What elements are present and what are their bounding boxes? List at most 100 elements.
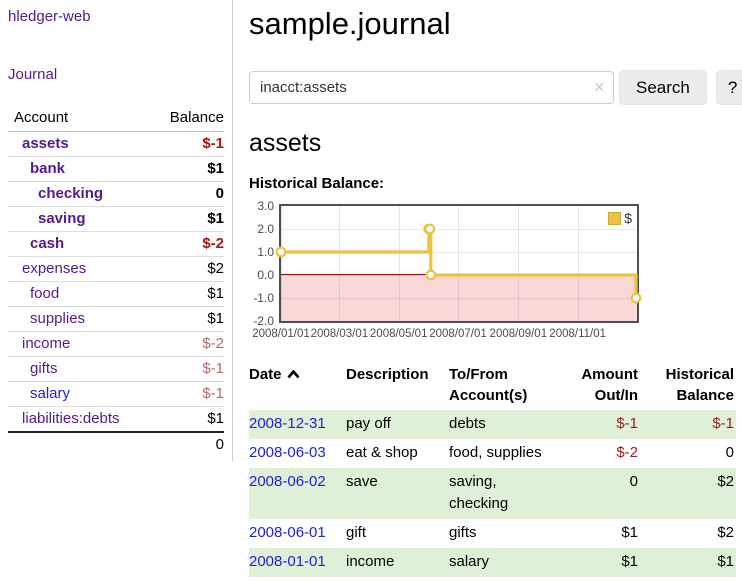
data-point-marker [425,269,437,281]
transaction-accounts: debts [449,415,486,432]
account-balance: $1 [148,306,224,332]
account-link[interactable]: income [22,335,71,352]
account-link[interactable]: supplies [30,310,86,327]
main-content: sample.journal ✕ Search ? assets Histori… [233,0,742,577]
transaction-date-link[interactable]: 2008-06-03 [249,444,326,461]
account-link[interactable]: liabilities:debts [22,410,120,427]
transaction-balance: 0 [725,444,734,461]
transaction-row[interactable]: 2008-01-01 income salary $1 $1 [249,548,736,577]
account-row: bank $1 [8,156,224,182]
account-name-cell: food [8,281,149,307]
y-axis-tick-label: -2.0 [253,314,274,328]
transaction-date-link[interactable]: 2008-06-01 [249,524,326,541]
transaction-accounts: saving, checking [449,473,509,512]
transaction-date-link[interactable]: 2008-12-31 [249,415,326,432]
register-header-row: Date Description To/From Account(s) Amount … [249,361,736,410]
account-balance: 0 [148,181,224,207]
account-link[interactable]: assets [22,135,69,152]
grid-line [458,206,459,321]
account-link[interactable]: gifts [30,360,58,377]
x-axis-tick-label: 2008/03/01 [310,328,369,340]
brand-link[interactable]: hledger-web [8,8,91,25]
account-name-cell: assets [8,131,149,157]
account-row: checking 0 [8,181,224,207]
nav-journal-link[interactable]: Journal [8,66,58,83]
grid-line [281,298,637,299]
account-link[interactable]: bank [30,160,66,177]
transaction-amount: $-1 [616,415,638,432]
grid-line [281,252,637,253]
transaction-description: save [346,473,378,490]
account-name-cell: income [8,331,149,357]
transaction-amount: 0 [629,473,638,490]
account-row: assets $-1 [8,131,224,157]
legend-label: $ [624,210,632,226]
search-button[interactable]: Search [619,70,707,105]
historical-balance-chart[interactable]: $ 3.0 2.0 1.0 0.0 -1.0 -2.0 2008/01/01 2008/03/… [249,199,679,341]
register-table: Date Description To/From Account(s) Amount … [249,361,736,577]
transaction-date-cell: 2008-06-02 [249,468,346,519]
data-point-marker [630,292,642,304]
clear-search-icon[interactable]: ✕ [593,79,605,95]
account-balance: $-1 [148,356,224,382]
account-balance: $-2 [148,331,224,357]
account-row: income $-2 [8,331,224,357]
account-balance: $-1 [148,381,224,407]
account-row: gifts $-1 [8,356,224,382]
transaction-row[interactable]: 2008-06-03 eat & shop food, supplies $-2 0 [249,439,736,468]
y-axis-tick-label: -1.0 [253,291,274,305]
register-header-date[interactable]: Date [249,361,346,410]
account-name-cell: cash [8,231,149,257]
transaction-accounts: gifts [449,524,477,541]
account-balance: $1 [148,156,224,182]
transaction-row[interactable]: 2008-06-01 gift gifts $1 $2 [249,519,736,548]
transaction-row[interactable]: 2008-12-31 pay off debts $-1 $-1 [249,410,736,439]
chart-title: Historical Balance: [249,175,385,192]
transaction-row[interactable]: 2008-06-02 save saving, checking 0 $2 [249,468,736,519]
sort-ascending-icon[interactable] [287,366,300,383]
legend-swatch [608,211,622,225]
transaction-date-link[interactable]: 2008-01-01 [249,553,326,570]
account-row: expenses $2 [8,256,224,282]
help-button[interactable]: ? [715,70,742,105]
register-header-description: Description [346,366,429,383]
x-axis-tick-label: 2008/07/01 [429,328,487,340]
data-point-marker [275,246,287,258]
grid-line [281,206,282,321]
accounts-header-account: Account [8,105,149,132]
account-link[interactable]: saving [38,210,86,227]
transaction-date-link[interactable]: 2008-06-02 [249,473,326,490]
transaction-balance: $2 [717,524,734,541]
data-point-marker [424,223,436,235]
x-axis-tick-label: 2008/09/01 [489,328,548,340]
account-balance: $1 [148,406,224,433]
register-header-amount: Amount Out/In [581,366,638,404]
account-heading: assets [249,129,322,157]
account-link[interactable]: food [30,285,60,302]
account-balance: $1 [148,206,224,232]
account-link[interactable]: salary [30,385,71,402]
transaction-balance: $1 [717,553,734,570]
y-axis-tick-label: 0.0 [257,268,274,282]
chart-plot-area: $ [275,204,642,323]
transaction-amount: $1 [621,524,638,541]
search-input[interactable] [249,71,614,104]
transaction-date-cell: 2008-01-01 [249,548,346,577]
account-link[interactable]: checking [38,185,104,202]
accounts-total-row: 0 [8,431,224,457]
account-name-cell: liabilities:debts [8,406,149,433]
transaction-description: pay off [346,415,391,432]
account-row: cash $-2 [8,231,224,257]
account-link[interactable]: cash [30,235,65,252]
transaction-date-cell: 2008-06-01 [249,519,346,548]
account-link[interactable]: expenses [22,260,87,277]
account-name-cell: expenses [8,256,149,282]
search-field-wrap: ✕ [249,71,614,104]
transaction-date-cell: 2008-12-31 [249,410,346,439]
search-form: ✕ Search ? [249,70,742,105]
grid-line [518,206,519,321]
register-header-balance: Historical Balance [665,366,734,404]
account-row: liabilities:debts $1 [8,406,224,433]
grid-line [281,229,637,230]
